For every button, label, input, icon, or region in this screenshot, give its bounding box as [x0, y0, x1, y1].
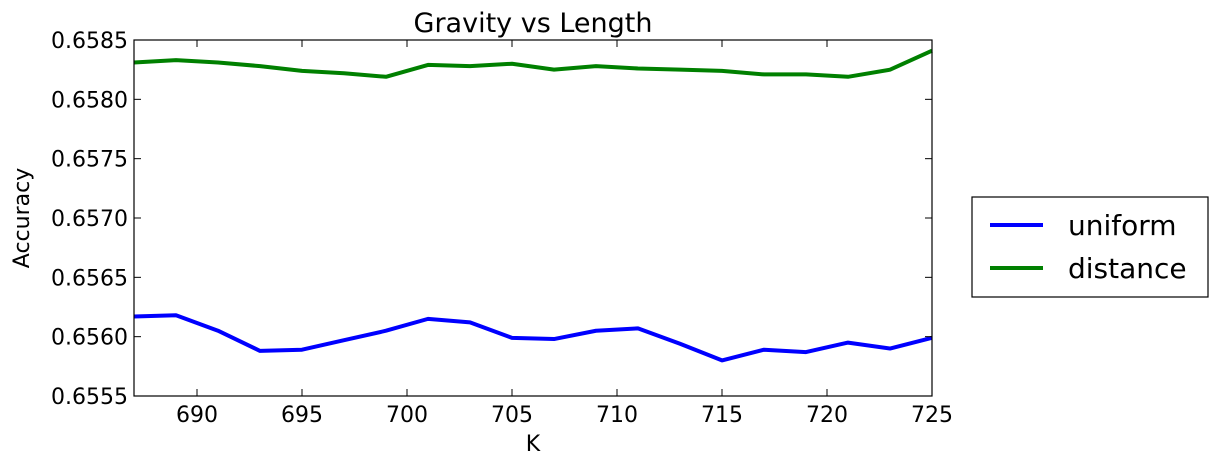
x-tick-label: 720	[806, 403, 848, 428]
x-tick-label: 700	[386, 403, 428, 428]
chart-title: Gravity vs Length	[414, 8, 653, 39]
series-layer	[133, 48, 933, 363]
legend: uniform distance	[971, 196, 1209, 298]
x-tick-label: 710	[596, 403, 638, 428]
y-tick-label: 0.6565	[51, 266, 128, 291]
y-tick-label: 0.6555	[51, 385, 128, 410]
y-axis-title: Accuracy	[10, 168, 35, 268]
y-tick-label: 0.6570	[51, 207, 128, 232]
ticks-layer: 690 695 700 705 710 715 720 725 0.6555 0.6560 0.65…	[51, 29, 953, 428]
y-tick-label: 0.6580	[51, 88, 128, 113]
y-tick-label: 0.6585	[51, 29, 128, 54]
legend-label-uniform: uniform	[1068, 209, 1177, 242]
x-axis-title: K	[526, 432, 541, 457]
x-tick-label: 715	[701, 403, 743, 428]
y-tick-label: 0.6560	[51, 326, 128, 351]
x-tick-label: 695	[281, 403, 323, 428]
series-line-distance	[133, 48, 933, 79]
x-tick-label: 690	[176, 403, 218, 428]
x-tick-label: 705	[491, 403, 533, 428]
legend-label-distance: distance	[1068, 252, 1187, 285]
plot-area-frame	[133, 39, 933, 397]
legend-box	[971, 196, 1209, 298]
x-tick-label: 725	[911, 403, 953, 428]
series-line-uniform	[133, 313, 933, 363]
y-tick-label: 0.6575	[51, 148, 128, 173]
